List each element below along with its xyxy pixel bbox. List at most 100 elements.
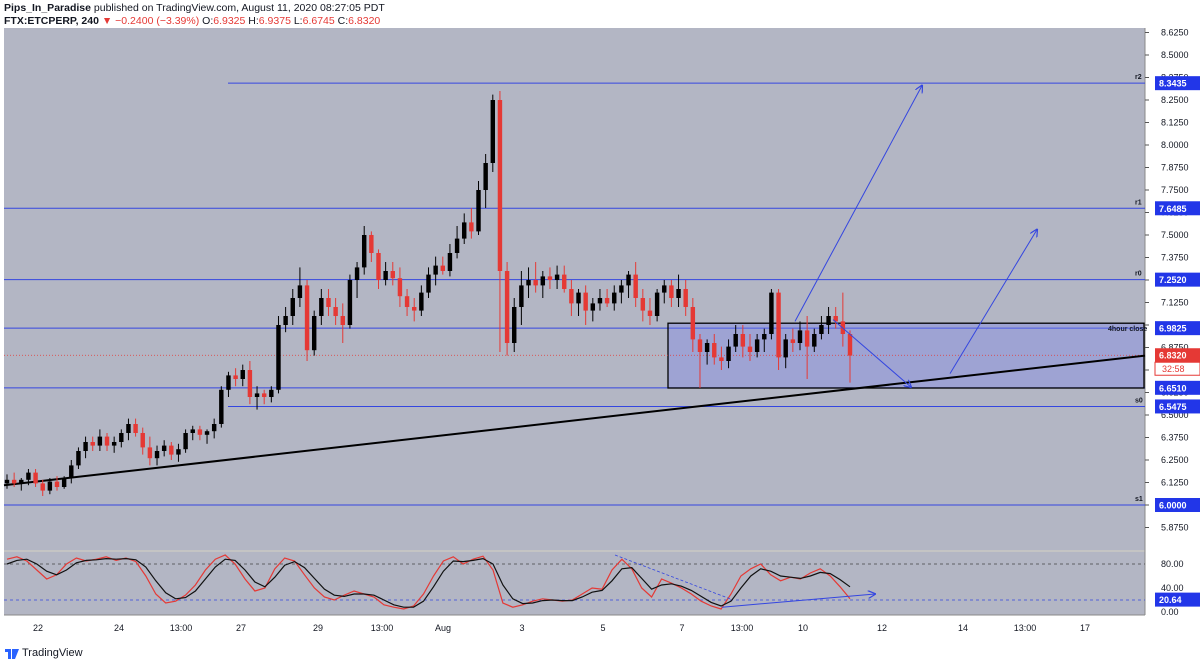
candle-body[interactable] bbox=[347, 280, 353, 325]
candle-body[interactable] bbox=[340, 316, 345, 325]
candle-body[interactable] bbox=[233, 375, 238, 379]
candle-body[interactable] bbox=[469, 222, 474, 232]
candle-body[interactable] bbox=[697, 339, 703, 352]
candle-body[interactable] bbox=[97, 436, 103, 446]
candle-body[interactable] bbox=[361, 235, 367, 268]
candle-body[interactable] bbox=[119, 433, 124, 442]
candle-body[interactable] bbox=[126, 424, 131, 433]
candle-body[interactable] bbox=[526, 280, 531, 286]
candle-body[interactable] bbox=[769, 292, 774, 334]
candle-body[interactable] bbox=[497, 100, 503, 271]
candle-body[interactable] bbox=[219, 389, 224, 424]
candle-body[interactable] bbox=[11, 479, 17, 484]
candle-body[interactable] bbox=[647, 310, 653, 316]
candle-body[interactable] bbox=[376, 253, 381, 280]
candle-body[interactable] bbox=[683, 289, 688, 307]
oscillator-pane[interactable] bbox=[4, 552, 1145, 615]
candle-body[interactable] bbox=[712, 343, 717, 358]
candle-body[interactable] bbox=[54, 481, 60, 487]
candle-body[interactable] bbox=[454, 238, 460, 253]
candle-body[interactable] bbox=[783, 339, 788, 358]
candle-body[interactable] bbox=[597, 298, 603, 304]
candle-body[interactable] bbox=[261, 393, 267, 397]
candle-body[interactable] bbox=[819, 325, 824, 334]
candle-body[interactable] bbox=[254, 393, 260, 397]
candle-body[interactable] bbox=[740, 334, 746, 347]
candle-body[interactable] bbox=[669, 285, 674, 298]
divergence-line[interactable] bbox=[614, 554, 731, 600]
candle-body[interactable] bbox=[826, 316, 831, 325]
candle-body[interactable] bbox=[69, 465, 74, 478]
candle-body[interactable] bbox=[504, 271, 510, 343]
candle-body[interactable] bbox=[719, 357, 724, 361]
candle-body[interactable] bbox=[169, 445, 174, 455]
candle-body[interactable] bbox=[490, 100, 496, 163]
candle-body[interactable] bbox=[519, 285, 524, 307]
candle-body[interactable] bbox=[154, 451, 160, 459]
candle-body[interactable] bbox=[419, 292, 424, 311]
candle-body[interactable] bbox=[276, 325, 281, 390]
candle-body[interactable] bbox=[726, 346, 731, 361]
candle-body[interactable] bbox=[797, 330, 803, 343]
candle-body[interactable] bbox=[47, 481, 53, 491]
candle-body[interactable] bbox=[654, 292, 660, 316]
candle-body[interactable] bbox=[790, 339, 796, 343]
price-pane[interactable] bbox=[4, 28, 1145, 550]
candle-body[interactable] bbox=[190, 429, 195, 433]
candle-body[interactable] bbox=[226, 375, 231, 390]
candle-body[interactable] bbox=[747, 346, 753, 352]
candle-body[interactable] bbox=[76, 451, 81, 466]
projection-arrow[interactable] bbox=[949, 230, 1037, 374]
candle-body[interactable] bbox=[83, 442, 88, 451]
candle-body[interactable] bbox=[833, 316, 838, 322]
candle-body[interactable] bbox=[626, 274, 631, 286]
candle-body[interactable] bbox=[61, 478, 67, 487]
candle-body[interactable] bbox=[319, 298, 324, 316]
candle-body[interactable] bbox=[733, 334, 738, 347]
candle-body[interactable] bbox=[576, 292, 581, 304]
candle-body[interactable] bbox=[512, 307, 517, 343]
candle-body[interactable] bbox=[111, 442, 117, 446]
candle-body[interactable] bbox=[776, 292, 781, 358]
candle-body[interactable] bbox=[540, 276, 546, 286]
candle-body[interactable] bbox=[354, 267, 360, 280]
candle-body[interactable] bbox=[104, 436, 110, 446]
candle-body[interactable] bbox=[754, 339, 760, 352]
candle-body[interactable] bbox=[762, 334, 767, 340]
candle-body[interactable] bbox=[140, 433, 145, 448]
candle-body[interactable] bbox=[304, 285, 310, 351]
candle-body[interactable] bbox=[311, 316, 317, 351]
candle-body[interactable] bbox=[554, 274, 560, 280]
symbol-label[interactable]: FTX:ETCPERP, 240 bbox=[4, 15, 99, 27]
candle-body[interactable] bbox=[326, 298, 331, 307]
candle-body[interactable] bbox=[433, 265, 438, 275]
candle-body[interactable] bbox=[604, 298, 610, 304]
candle-body[interactable] bbox=[804, 330, 810, 347]
candle-body[interactable] bbox=[562, 274, 567, 289]
candle-body[interactable] bbox=[4, 479, 10, 484]
candle-body[interactable] bbox=[204, 431, 210, 435]
candle-body[interactable] bbox=[397, 278, 403, 297]
candle-body[interactable] bbox=[476, 190, 481, 232]
price-chart[interactable]: 8.62508.50008.37508.25008.12508.00007.87… bbox=[0, 28, 1200, 643]
candle-body[interactable] bbox=[247, 370, 253, 397]
candle-body[interactable] bbox=[33, 472, 38, 484]
price-axis[interactable] bbox=[1145, 28, 1200, 643]
candle-body[interactable] bbox=[690, 307, 696, 340]
candle-body[interactable] bbox=[404, 296, 410, 307]
candle-body[interactable] bbox=[447, 253, 453, 271]
consolidation-box[interactable] bbox=[667, 322, 1145, 389]
author-name[interactable]: Pips_In_Paradise bbox=[4, 2, 91, 14]
candle-body[interactable] bbox=[176, 449, 181, 455]
candle-body[interactable] bbox=[426, 274, 431, 293]
candle-body[interactable] bbox=[161, 445, 167, 451]
candle-body[interactable] bbox=[662, 285, 667, 293]
candle-body[interactable] bbox=[283, 316, 288, 325]
candle-body[interactable] bbox=[390, 271, 395, 279]
candle-body[interactable] bbox=[847, 334, 853, 356]
candle-body[interactable] bbox=[483, 163, 488, 190]
candle-body[interactable] bbox=[333, 307, 338, 316]
candle-body[interactable] bbox=[211, 424, 217, 432]
candle-body[interactable] bbox=[590, 303, 596, 311]
candle-body[interactable] bbox=[19, 479, 24, 484]
